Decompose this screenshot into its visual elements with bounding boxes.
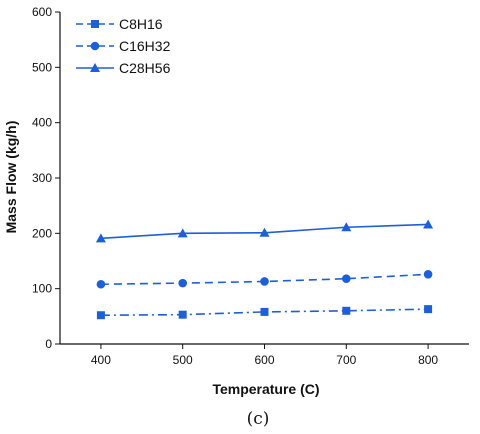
y-tick-label: 0 <box>45 337 52 351</box>
x-tick-label: 400 <box>91 353 111 367</box>
data-point <box>342 274 351 284</box>
x-tick-label: 700 <box>336 353 356 367</box>
data-point <box>260 307 269 316</box>
y-tick-label: 500 <box>32 60 52 74</box>
legend-label: C8H16 <box>119 16 163 32</box>
legend-marker <box>90 41 100 51</box>
legend-marker <box>90 63 100 72</box>
figure-caption: (c) <box>247 409 270 429</box>
y-tick-label: 200 <box>32 226 52 240</box>
axes: 0 100 200 300 400 500 600 400 500 600 700 800 <box>32 5 469 367</box>
series-c28h56 <box>95 219 434 243</box>
y-tick-label: 300 <box>32 171 52 185</box>
legend-item-c8h16: C8H16 <box>76 16 163 32</box>
data-point <box>423 269 433 279</box>
data-point <box>95 233 106 243</box>
series-layer <box>95 219 434 320</box>
x-tick-label: 500 <box>173 353 193 367</box>
data-point <box>260 277 269 286</box>
data-point <box>178 278 187 288</box>
data-point <box>341 222 352 232</box>
x-axis-title: Temperature (C) <box>212 381 319 397</box>
legend-marker <box>91 20 99 28</box>
legend-item-c16h32: C16H32 <box>76 38 171 54</box>
y-tick-label: 600 <box>32 5 52 19</box>
legend-label: C16H32 <box>119 38 171 54</box>
data-point <box>96 279 106 289</box>
legend: C8H16 C16H32 C28H56 <box>76 16 171 76</box>
data-point <box>424 305 433 314</box>
legend-label: C28H56 <box>119 60 171 76</box>
x-tick-label: 600 <box>254 353 274 367</box>
data-point <box>259 227 270 237</box>
data-point <box>178 310 187 319</box>
data-point <box>342 306 351 315</box>
series-c8h16 <box>96 305 433 320</box>
x-tick-label: 800 <box>418 353 438 367</box>
y-tick-label: 400 <box>32 116 52 130</box>
y-tick-label: 100 <box>32 282 52 296</box>
data-point <box>96 311 105 320</box>
data-point <box>423 219 434 229</box>
y-axis-title: Mass Flow (kg/h) <box>3 121 19 234</box>
series-line-c8h16 <box>100 308 429 317</box>
series-c16h32 <box>96 269 433 289</box>
legend-item-c28h56: C28H56 <box>76 60 171 76</box>
data-point <box>177 228 188 238</box>
